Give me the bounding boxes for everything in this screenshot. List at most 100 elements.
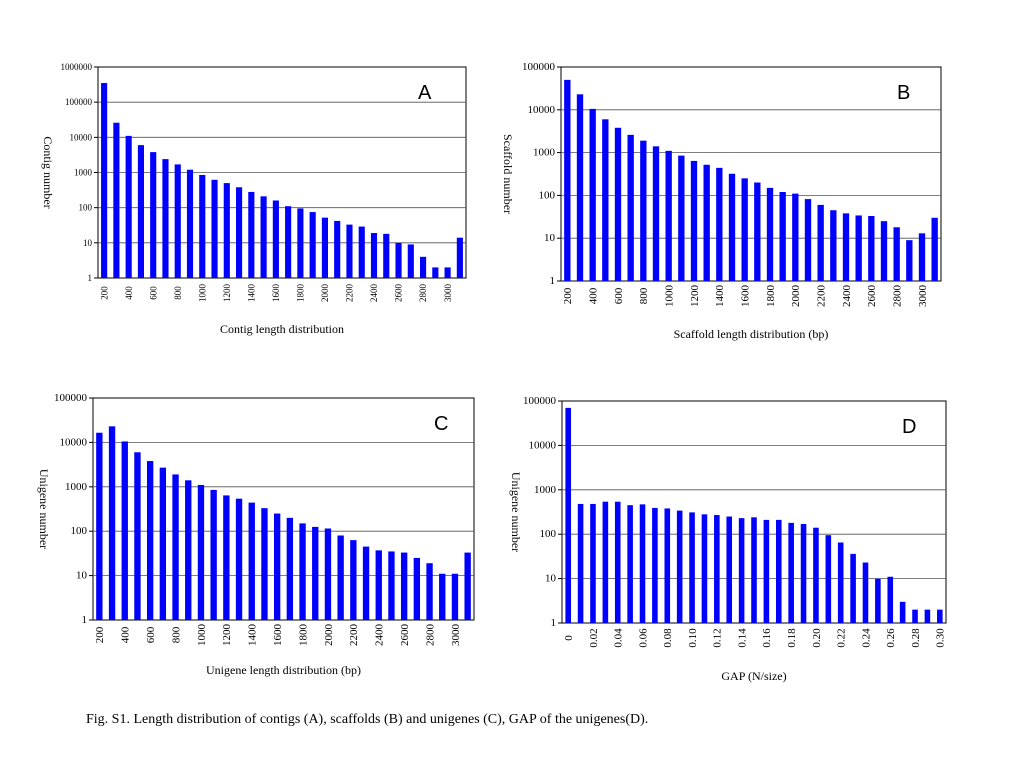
bar: [931, 217, 938, 281]
bar: [766, 187, 774, 281]
x-tick-label: 3000: [917, 285, 929, 308]
bar: [248, 502, 255, 620]
y-tick-label: 1000: [533, 147, 556, 159]
bar: [627, 134, 634, 281]
x-tick-label: 0.18: [786, 628, 798, 648]
x-tick-label: 2400: [374, 624, 386, 647]
bar: [426, 563, 433, 620]
x-tick-label: 600: [613, 287, 625, 304]
y-tick-label: 10: [83, 238, 93, 248]
x-tick-label: 2200: [348, 624, 360, 647]
x-tick-label: 1000: [197, 284, 207, 303]
bar: [893, 227, 900, 281]
bar: [146, 461, 154, 620]
bar: [413, 557, 421, 620]
bar: [309, 212, 316, 278]
bar: [285, 206, 292, 278]
chart-a-svg: 1 10 100 1000 10000 100000 1000000 200 400 600 800…: [41, 62, 467, 336]
bar: [652, 507, 658, 623]
bar: [716, 167, 723, 281]
y-tick-label: 1000: [534, 484, 557, 496]
x-tick-label: 0.08: [662, 628, 674, 648]
bar: [754, 182, 761, 281]
bar: [701, 514, 708, 623]
chart-c-svg: 1 10 100 1000 10000 100000 200 400 600 800 1000 120…: [37, 392, 475, 677]
bar: [121, 441, 128, 620]
x-tick-label: 0.22: [836, 628, 848, 647]
bar: [862, 562, 869, 623]
bar: [260, 196, 267, 278]
x-tick-label: 400: [124, 286, 134, 300]
bar: [248, 191, 255, 278]
x-tick-label: 1600: [272, 624, 284, 647]
bar: [210, 489, 217, 620]
bar: [162, 159, 169, 278]
bar: [358, 226, 365, 278]
x-tick-label: 0.10: [687, 628, 699, 648]
x-tick-label: 0.06: [637, 628, 649, 648]
x-tick-label: 2800: [418, 284, 428, 303]
bar: [137, 145, 144, 278]
y-tick-label: 1000000: [61, 62, 93, 72]
bar: [614, 501, 621, 623]
bar: [370, 233, 378, 278]
bar: [899, 601, 906, 623]
bar: [125, 135, 132, 278]
bar: [800, 523, 807, 623]
bar: [420, 256, 427, 278]
y-axis-title: Unigene number: [509, 472, 523, 552]
x-tick-label: 0.16: [761, 628, 773, 648]
bar: [639, 504, 646, 623]
bar: [299, 523, 306, 620]
x-tick-label: 200: [94, 626, 106, 643]
bar: [312, 526, 319, 620]
chart-b-svg: 1 10 100 1000 10000 100000 200 400 600 800 1000 120…: [501, 61, 942, 341]
x-tick-label: 2600: [399, 624, 411, 647]
y-tick-label: 10: [76, 570, 88, 582]
x-tick-label: 800: [173, 286, 183, 300]
x-tick-label: 0.12: [712, 628, 724, 647]
bar: [875, 578, 881, 623]
bar: [564, 79, 571, 281]
bar: [690, 160, 698, 281]
bar: [577, 503, 584, 623]
panel-letter: D: [902, 416, 916, 438]
bar: [924, 609, 931, 623]
x-tick-label: 0.24: [860, 628, 872, 648]
bar: [813, 527, 819, 623]
x-tick-label: 2200: [816, 285, 828, 308]
bar: [185, 480, 192, 620]
x-tick-label: 0.26: [885, 628, 897, 648]
bar: [159, 467, 167, 620]
x-tick-label: 2000: [320, 284, 330, 303]
y-tick-label: 1: [88, 273, 93, 283]
x-tick-label: 0.20: [811, 628, 823, 648]
x-tick-label: 1000: [664, 285, 676, 308]
x-tick-label: 2400: [841, 285, 853, 308]
bar: [174, 164, 181, 278]
bar: [134, 452, 141, 620]
bar: [108, 426, 116, 620]
y-tick-label: 10000: [529, 439, 557, 451]
panel-letter: B: [897, 82, 910, 104]
bar: [689, 512, 695, 623]
bar: [887, 576, 894, 623]
y-tick-label: 10: [544, 232, 556, 244]
bar: [324, 528, 332, 620]
bar: [678, 155, 685, 281]
y-tick-label: 100: [71, 525, 88, 537]
bar: [321, 217, 328, 278]
bar: [286, 517, 294, 620]
x-tick-label: 800: [170, 626, 182, 643]
x-tick-label: 0: [563, 635, 575, 641]
bar: [738, 518, 745, 623]
x-tick-label: 800: [638, 287, 650, 304]
bar: [334, 220, 341, 278]
bar: [763, 519, 770, 623]
x-tick-label: 1400: [246, 284, 256, 303]
bar: [830, 210, 837, 281]
x-axis-title: GAP (N/size): [721, 669, 786, 683]
bar: [779, 192, 786, 281]
x-tick-label: 2800: [892, 285, 904, 308]
bar: [395, 242, 402, 278]
